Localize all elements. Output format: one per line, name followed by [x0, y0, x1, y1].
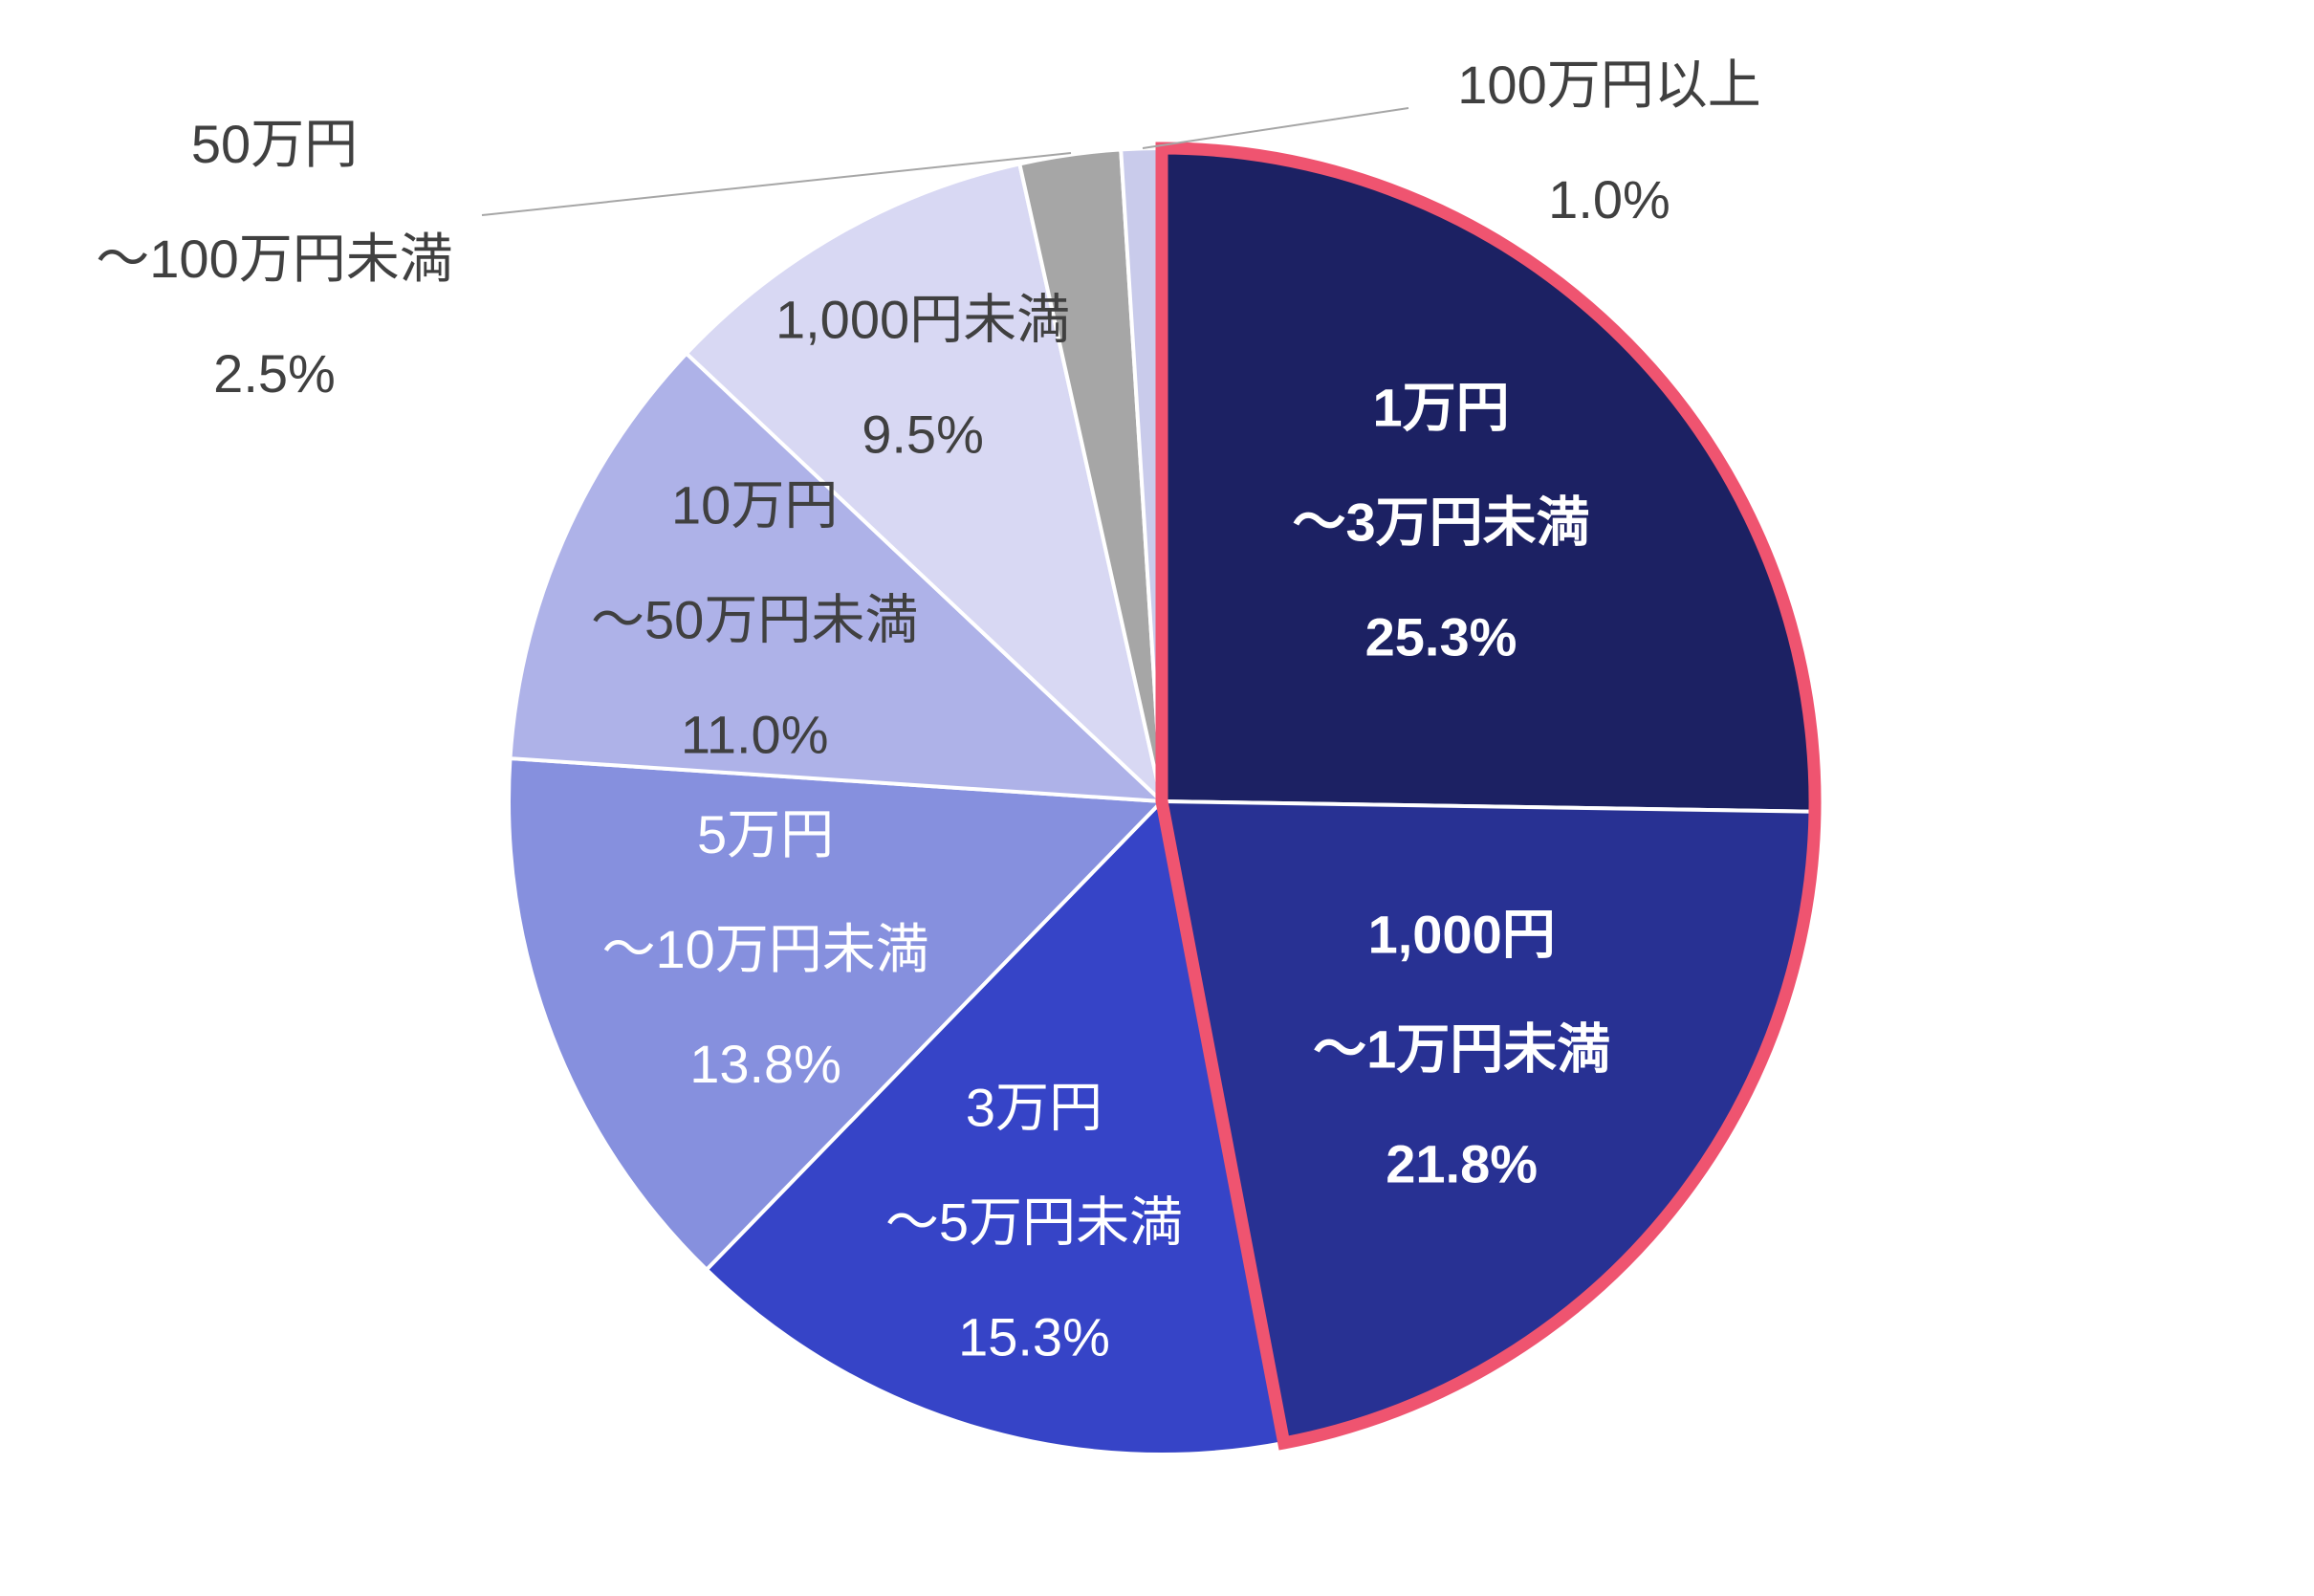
leader-line: [1142, 107, 1409, 149]
slice-label: ～1万円未満: [1313, 1019, 1610, 1080]
slice-label: 1,000円: [1368, 905, 1556, 965]
slice-label: 10万円: [671, 474, 838, 535]
slice-label: 100万円以上: [1457, 55, 1760, 115]
value-label: 15.3%: [958, 1307, 1110, 1367]
slice-label: ～3万円未満: [1292, 492, 1589, 552]
value-label: 13.8%: [689, 1034, 841, 1094]
slice-label: ～5万円未満: [885, 1192, 1183, 1253]
value-label: 21.8%: [1386, 1134, 1538, 1194]
slice-label: 3万円: [966, 1078, 1102, 1138]
pie-slice: [684, 161, 1166, 807]
value-label: 9.5%: [862, 404, 984, 465]
slice-label: ～50万円未満: [591, 589, 918, 649]
pie-slice: [1160, 145, 1817, 814]
pie-slice: [507, 755, 1167, 1273]
pie-slice: [704, 797, 1287, 1456]
slice-label: 1,000円未満: [775, 290, 1070, 350]
slice-label: ～100万円未満: [96, 229, 452, 289]
slice-label: ～10万円未満: [601, 919, 928, 979]
value-label: 25.3%: [1365, 606, 1517, 667]
highlight-outline: [1155, 142, 1822, 1451]
value-label: 1.0%: [1548, 169, 1670, 230]
pie-slice: [508, 350, 1168, 804]
slice-label: 5万円: [697, 804, 834, 864]
slice-label: 1万円: [1372, 377, 1509, 437]
leader-line: [481, 152, 1072, 216]
slice-label: 50万円: [191, 114, 358, 174]
value-label: 11.0%: [681, 704, 829, 764]
value-label: 2.5%: [213, 343, 336, 404]
